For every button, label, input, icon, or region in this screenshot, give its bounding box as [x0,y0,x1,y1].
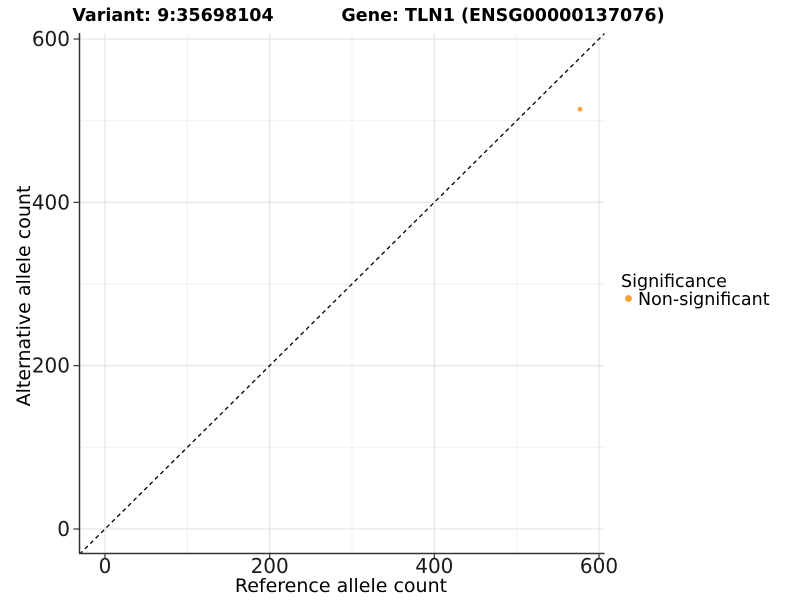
legend-key-dot [625,295,632,302]
data-point [577,106,583,112]
x-tick-label: 600 [580,554,618,578]
y-axis-label: Alternative allele count [13,186,35,407]
axis-tick-labels: 0 200 400 600 0 200 400 600 [32,27,618,578]
legend-title: Significance [621,272,727,292]
legend: Significance Non-significant [621,272,770,310]
x-tick-label: 0 [99,554,112,578]
gridlines [79,33,605,554]
y-tick-label: 600 [32,27,70,51]
axis-tick-marks [73,38,600,559]
variant-title: Variant: 9:35698104 [72,6,273,26]
x-axis-label: Reference allele count [235,575,447,597]
x-tick-label: 200 [251,554,289,578]
identity-line [79,33,605,553]
gene-title: Gene: TLN1 (ENSG00000137076) [341,6,664,26]
legend-item-label: Non-significant [638,290,770,310]
y-tick-label: 200 [32,354,70,378]
identity-line-group [79,33,605,553]
y-tick-label: 400 [32,190,70,214]
y-tick-label: 0 [57,517,70,541]
x-tick-label: 400 [415,554,453,578]
